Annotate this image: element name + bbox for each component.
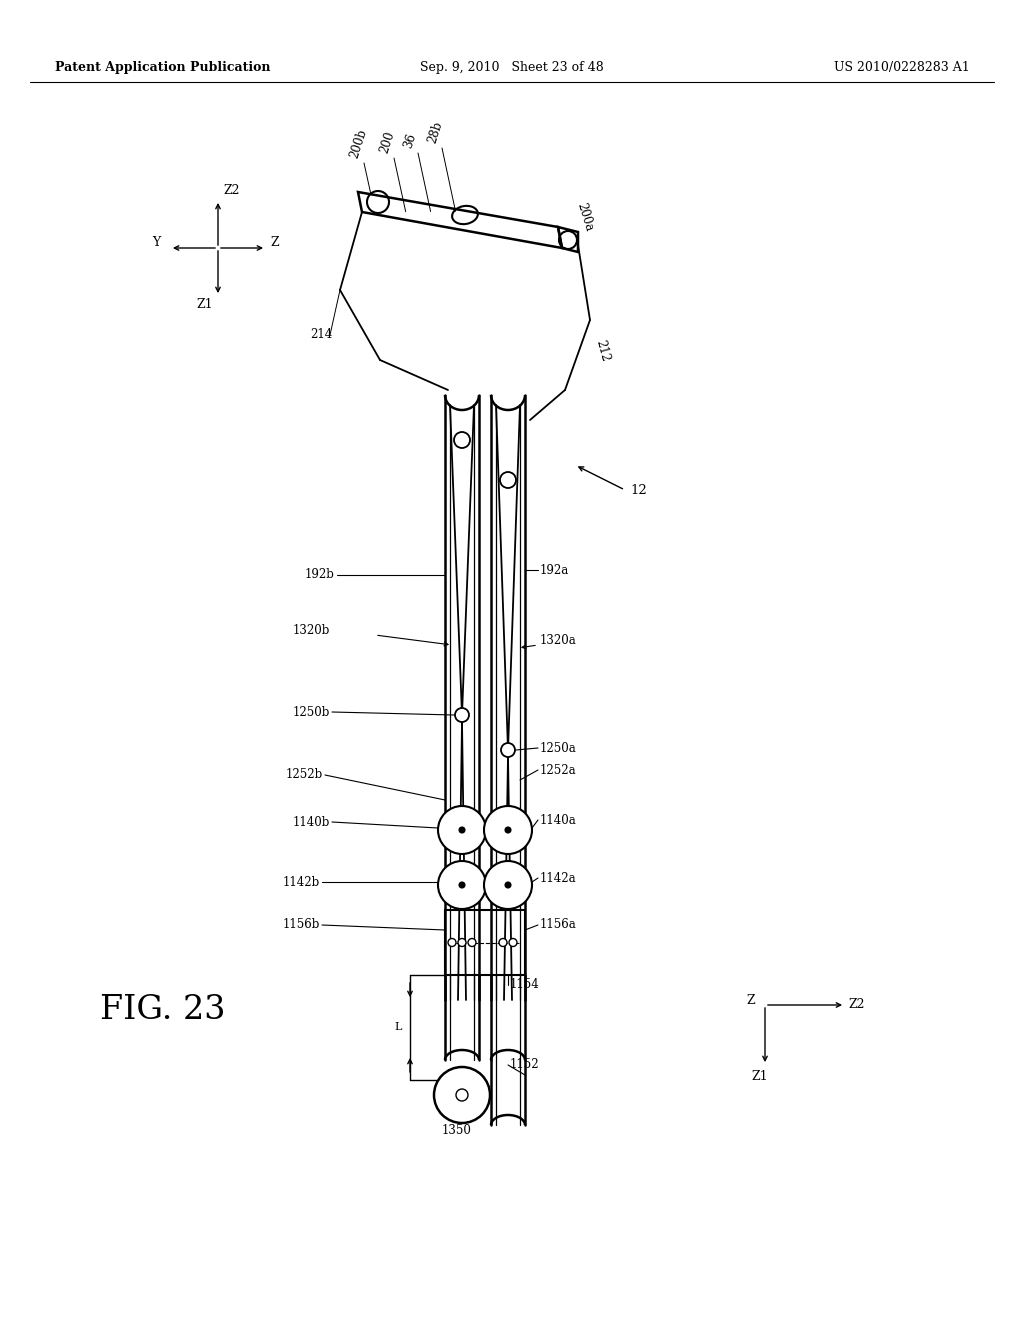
Text: 192b: 192b xyxy=(305,569,335,582)
Text: 1140b: 1140b xyxy=(293,816,330,829)
Circle shape xyxy=(484,807,532,854)
Circle shape xyxy=(468,939,476,946)
Text: 1320b: 1320b xyxy=(293,623,330,636)
Text: 192a: 192a xyxy=(540,564,569,577)
Circle shape xyxy=(449,939,456,946)
Circle shape xyxy=(499,939,507,946)
Circle shape xyxy=(459,882,465,888)
Text: 1142b: 1142b xyxy=(283,875,319,888)
Text: 212: 212 xyxy=(594,338,612,363)
Text: Z1: Z1 xyxy=(752,1071,768,1084)
Text: 1252a: 1252a xyxy=(540,763,577,776)
Circle shape xyxy=(459,828,465,833)
Circle shape xyxy=(438,807,486,854)
Circle shape xyxy=(559,231,577,249)
Circle shape xyxy=(484,861,532,909)
Text: 214: 214 xyxy=(310,329,332,342)
Circle shape xyxy=(456,1089,468,1101)
Circle shape xyxy=(454,432,470,447)
Circle shape xyxy=(434,1067,490,1123)
Text: 1142a: 1142a xyxy=(540,871,577,884)
Text: L: L xyxy=(394,1023,402,1032)
Circle shape xyxy=(500,473,516,488)
Text: 1250b: 1250b xyxy=(293,705,330,718)
Text: 200: 200 xyxy=(378,129,397,154)
Text: Z2: Z2 xyxy=(848,998,864,1011)
Circle shape xyxy=(505,882,511,888)
Text: 12: 12 xyxy=(630,483,647,496)
Text: 1156b: 1156b xyxy=(283,919,319,932)
Circle shape xyxy=(438,861,486,909)
Text: Sep. 9, 2010   Sheet 23 of 48: Sep. 9, 2010 Sheet 23 of 48 xyxy=(420,62,604,74)
Text: Patent Application Publication: Patent Application Publication xyxy=(55,62,270,74)
Text: 200a: 200a xyxy=(574,201,595,234)
Text: 36: 36 xyxy=(401,132,419,150)
Text: Z: Z xyxy=(270,235,279,248)
Text: FIG. 23: FIG. 23 xyxy=(100,994,225,1026)
Text: 200b: 200b xyxy=(347,128,370,160)
Text: 1320a: 1320a xyxy=(540,634,577,647)
Circle shape xyxy=(501,743,515,756)
Text: 1252b: 1252b xyxy=(286,768,323,781)
Text: Y: Y xyxy=(152,235,160,248)
Circle shape xyxy=(505,828,511,833)
Text: 28b: 28b xyxy=(426,120,444,145)
Text: 1154: 1154 xyxy=(510,978,540,991)
Text: Z1: Z1 xyxy=(196,297,213,310)
Text: Z2: Z2 xyxy=(223,183,240,197)
Circle shape xyxy=(458,939,466,946)
Circle shape xyxy=(367,191,389,213)
Text: 1250a: 1250a xyxy=(540,742,577,755)
Text: Z: Z xyxy=(746,994,755,1006)
Text: 1152: 1152 xyxy=(510,1059,540,1072)
Text: 1156a: 1156a xyxy=(540,919,577,932)
Text: US 2010/0228283 A1: US 2010/0228283 A1 xyxy=(835,62,970,74)
Text: 1140a: 1140a xyxy=(540,813,577,826)
Text: 1350: 1350 xyxy=(442,1123,472,1137)
Circle shape xyxy=(455,708,469,722)
Circle shape xyxy=(509,939,517,946)
